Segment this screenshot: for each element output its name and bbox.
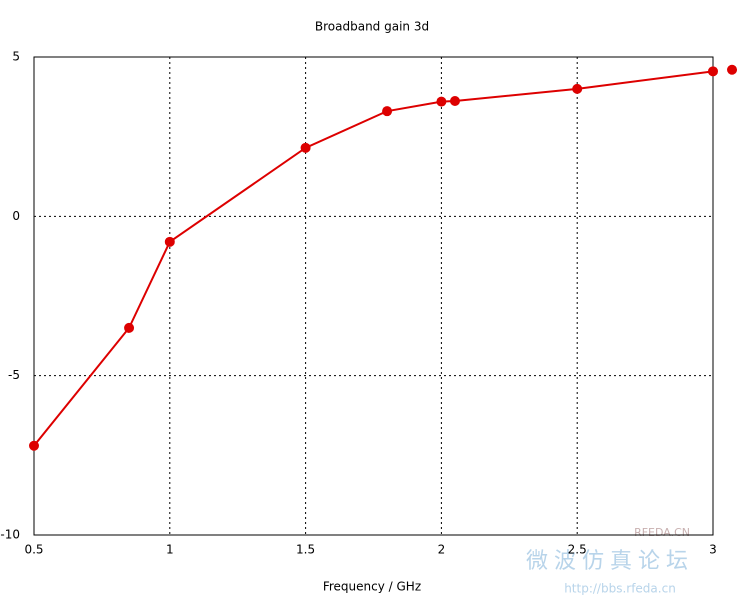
x-tick-label: 1 [166, 543, 174, 557]
x-tick-label: 3 [709, 543, 717, 557]
data-line [34, 70, 713, 447]
data-point [300, 142, 311, 153]
y-tick-label: -10 [0, 528, 20, 542]
x-tick-label: 1.5 [296, 543, 315, 557]
x-tick-label: 0.5 [24, 543, 43, 557]
y-tick-label: 0 [12, 209, 20, 223]
x-axis-label: Frequency / GHz [323, 580, 421, 594]
y-tick-label: -5 [8, 368, 20, 382]
data-point [164, 236, 175, 247]
watermark: 微波仿真论坛 [526, 549, 694, 574]
x-tick-label: 2 [438, 543, 446, 557]
x-tick-label: 2.5 [568, 543, 587, 557]
data-point [449, 95, 460, 106]
data-point [572, 83, 583, 94]
data-point [124, 322, 135, 333]
plot-frame [33, 56, 714, 536]
chart-title: Broadband gain 3d [315, 20, 429, 34]
y-tick-label: 5 [12, 50, 20, 64]
watermark: RFEDA.CN [634, 526, 690, 539]
watermark: http://bbs.rfeda.cn [564, 582, 676, 596]
data-point [708, 66, 718, 77]
data-point [382, 106, 393, 117]
data-point [727, 64, 737, 75]
data-point [436, 96, 447, 107]
data-point [29, 440, 39, 451]
